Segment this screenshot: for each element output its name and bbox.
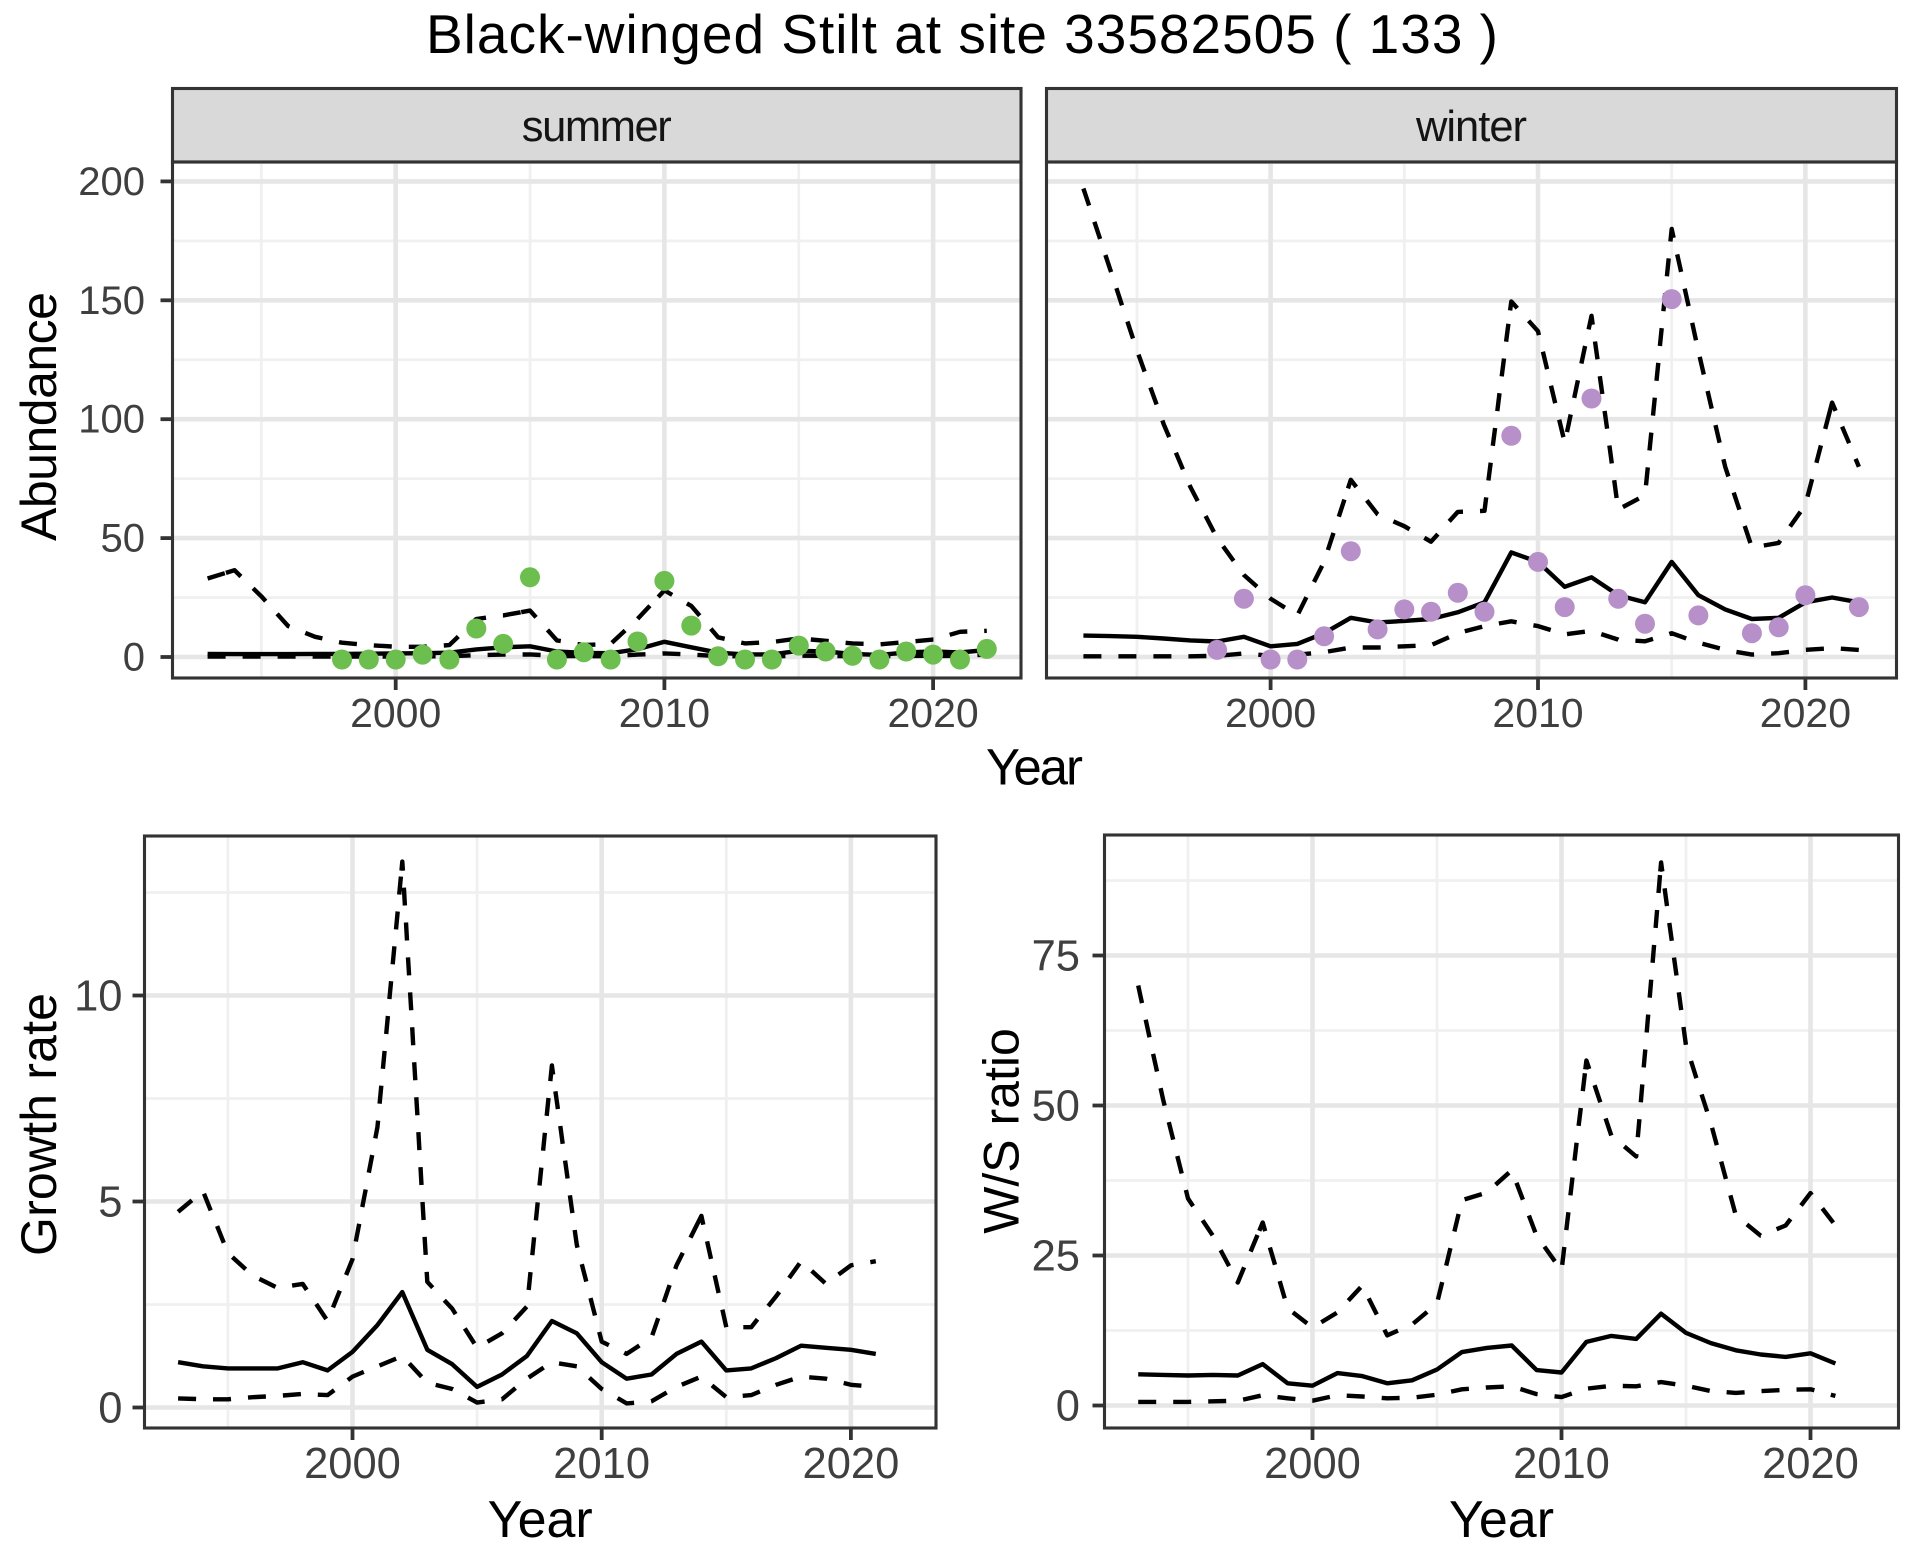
svg-text:0: 0 [123, 636, 145, 680]
svg-text:Year: Year [986, 739, 1083, 796]
svg-text:Black-winged Stilt at site 335: Black-winged Stilt at site 33582505 ( 13… [426, 3, 1498, 65]
svg-text:2020: 2020 [1762, 1440, 1859, 1488]
svg-text:2020: 2020 [803, 1440, 900, 1488]
svg-text:2020: 2020 [887, 690, 978, 736]
svg-text:50: 50 [1032, 1083, 1080, 1131]
svg-text:50: 50 [101, 517, 146, 561]
svg-text:2010: 2010 [553, 1440, 650, 1488]
svg-text:0: 0 [98, 1385, 122, 1433]
svg-text:100: 100 [78, 398, 145, 442]
svg-text:2000: 2000 [350, 690, 441, 736]
svg-text:2010: 2010 [1492, 690, 1583, 736]
svg-text:Growth rate: Growth rate [11, 993, 67, 1256]
svg-text:Year: Year [1449, 1491, 1554, 1549]
svg-text:summer: summer [522, 103, 672, 151]
svg-text:2000: 2000 [1225, 690, 1316, 736]
svg-text:75: 75 [1032, 933, 1080, 981]
svg-text:5: 5 [98, 1179, 122, 1227]
svg-text:2010: 2010 [1513, 1440, 1610, 1488]
svg-text:150: 150 [78, 279, 145, 323]
svg-text:25: 25 [1032, 1233, 1080, 1281]
svg-text:200: 200 [78, 160, 145, 204]
svg-text:2000: 2000 [304, 1440, 401, 1488]
svg-text:0: 0 [1056, 1383, 1080, 1431]
svg-text:10: 10 [74, 973, 122, 1021]
svg-text:winter: winter [1415, 103, 1527, 151]
svg-text:Year: Year [488, 1491, 593, 1549]
svg-text:2000: 2000 [1264, 1440, 1361, 1488]
svg-text:2020: 2020 [1760, 690, 1851, 736]
svg-text:W/S ratio: W/S ratio [974, 1028, 1030, 1234]
svg-text:2010: 2010 [619, 690, 710, 736]
svg-text:Abundance: Abundance [11, 292, 67, 541]
